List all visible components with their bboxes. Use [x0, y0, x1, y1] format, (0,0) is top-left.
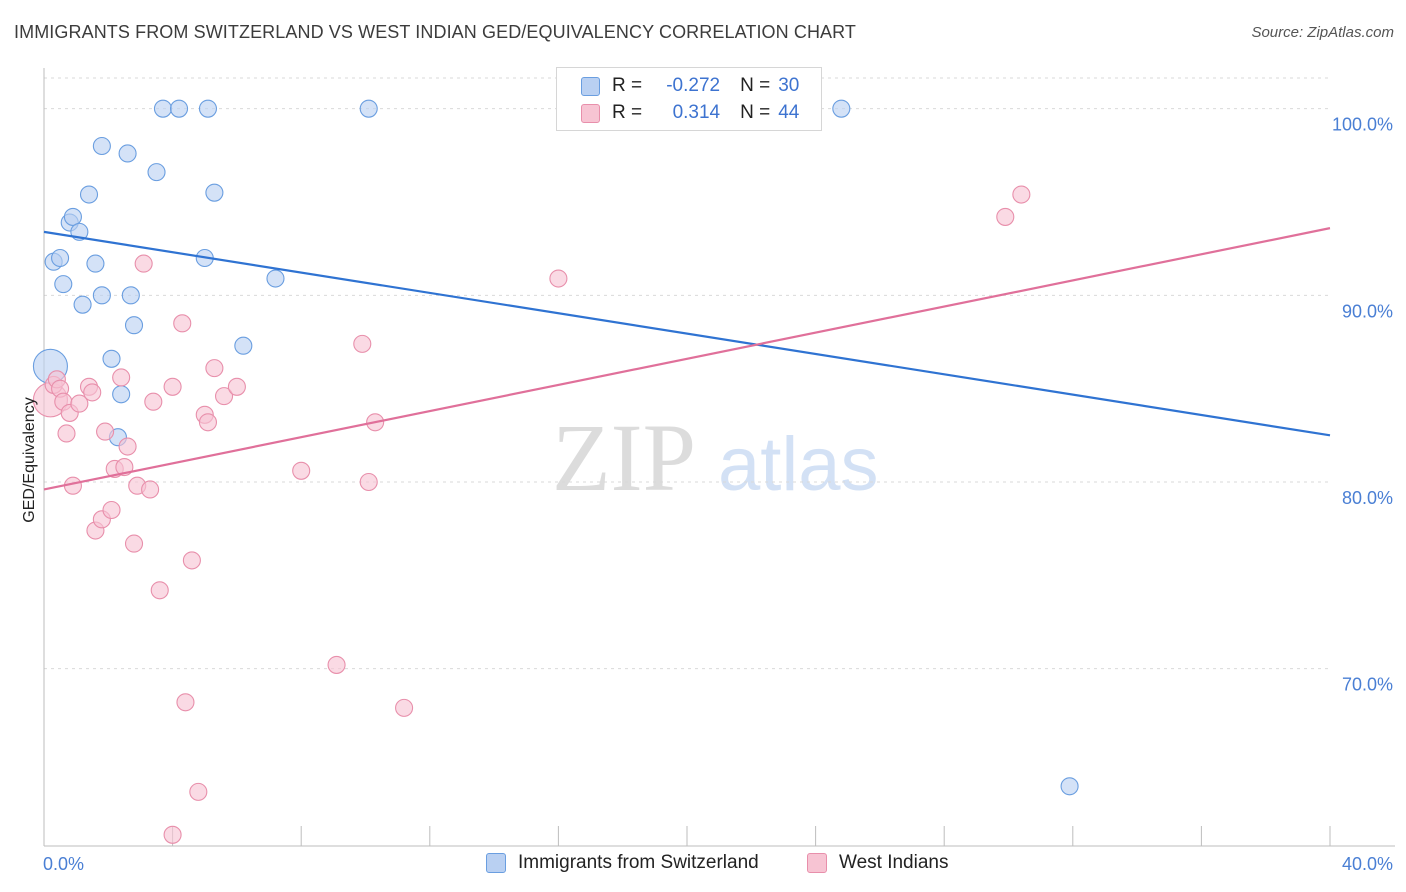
y-tick-label: 70.0% — [1342, 675, 1393, 695]
legend-n-label: N = — [740, 102, 771, 123]
legend-r-value: -0.272 — [666, 75, 721, 96]
point-switzerland — [169, 99, 189, 118]
point-west-indian — [163, 377, 182, 396]
legend-swatch-blue — [581, 76, 600, 96]
point-west-indian — [198, 413, 218, 432]
point-west-indian — [205, 359, 224, 378]
y-tick-label: 100.0% — [1332, 115, 1393, 135]
source-credit: Source: ZipAtlas.com — [1251, 24, 1394, 41]
point-switzerland — [359, 99, 378, 118]
point-west-indian — [112, 368, 131, 387]
series-swatch-pink — [807, 853, 827, 873]
point-west-indian — [102, 500, 121, 520]
point-west-indian — [292, 461, 311, 480]
legend-row-west-indians: R = 0.314 N = 44 — [581, 100, 799, 126]
series-legend: Immigrants from Switzerland West Indians — [0, 852, 1406, 878]
y-tick-label: 90.0% — [1342, 301, 1393, 321]
series-swatch-blue — [486, 853, 506, 873]
point-west-indian — [359, 472, 378, 492]
y-axis-title: GED/Equivalency — [21, 397, 38, 522]
trend-lines — [43, 227, 1331, 491]
legend-swatch-pink — [581, 103, 600, 123]
axes — [43, 68, 1395, 847]
point-west-indian — [182, 551, 201, 570]
point-west-indian — [141, 480, 160, 499]
y-tick-labels: 70.0% 80.0% 90.0% 100.0% — [1332, 115, 1393, 695]
point-west-indian — [996, 207, 1015, 226]
point-west-indian — [57, 424, 76, 443]
point-west-indian — [395, 698, 414, 717]
series-legend-west-indians: West Indians — [807, 852, 948, 874]
point-switzerland — [54, 275, 73, 294]
point-west-indian — [70, 394, 89, 413]
x-tick-label-max: 40.0% — [1342, 854, 1393, 874]
point-west-indian — [96, 422, 115, 441]
chart-title: IMMIGRANTS FROM SWITZERLAND VS WEST INDI… — [14, 22, 857, 42]
point-switzerland — [153, 99, 173, 118]
trend-line-west-indians — [43, 227, 1331, 491]
point-switzerland — [79, 185, 99, 204]
point-switzerland — [118, 144, 137, 163]
point-west-indian — [150, 581, 169, 600]
point-west-indian — [118, 437, 137, 456]
point-switzerland — [73, 295, 92, 314]
point-switzerland — [51, 248, 70, 268]
point-west-indian — [134, 254, 153, 273]
point-west-indian — [173, 314, 192, 333]
legend-n-value: 30 — [778, 75, 800, 96]
legend-n-value: 44 — [778, 102, 800, 123]
point-switzerland — [63, 207, 82, 226]
point-switzerland — [266, 269, 285, 288]
legend-r-value: 0.314 — [672, 102, 721, 123]
zipatlas-watermark: ZIP atlas — [552, 404, 879, 511]
trend-line-switzerland — [43, 230, 1331, 437]
point-switzerland — [234, 336, 253, 355]
point-west-indian — [214, 387, 234, 406]
point-switzerland — [205, 183, 224, 202]
point-west-indian — [1012, 185, 1031, 204]
y-tick-label: 80.0% — [1342, 488, 1393, 508]
series-label: West Indians — [839, 852, 949, 873]
point-west-indian — [549, 269, 568, 288]
point-west-indian — [176, 693, 195, 712]
point-switzerland — [102, 349, 121, 368]
point-switzerland — [147, 163, 166, 182]
point-switzerland — [198, 99, 218, 118]
point-west-indian — [124, 534, 144, 553]
x-tick-label-min: 0.0% — [43, 854, 84, 874]
point-switzerland — [92, 136, 111, 156]
watermark-zip: ZIP — [552, 404, 696, 511]
point-switzerland — [86, 254, 105, 273]
point-switzerland — [124, 316, 144, 335]
point-switzerland — [121, 286, 140, 305]
point-west-indian — [189, 782, 208, 801]
point-switzerland — [832, 99, 851, 118]
legend-r-label: R = — [612, 102, 643, 123]
watermark-atlas: atlas — [718, 422, 879, 507]
correlation-legend: R = -0.272 N = 30 R = 0.314 N = 44 — [556, 67, 822, 131]
point-switzerland — [92, 286, 111, 305]
point-switzerland — [1060, 777, 1079, 796]
point-west-indian — [144, 392, 163, 411]
point-west-indian — [83, 383, 102, 402]
series-legend-switzerland: Immigrants from Switzerland — [486, 852, 759, 874]
point-switzerland — [112, 385, 131, 404]
point-west-indian — [327, 655, 346, 674]
series-label: Immigrants from Switzerland — [518, 852, 759, 873]
legend-n-label: N = — [740, 75, 771, 96]
legend-r-label: R = — [612, 75, 643, 96]
point-west-indian — [353, 334, 372, 353]
data-points — [32, 99, 1079, 844]
legend-row-switzerland: R = -0.272 N = 30 — [581, 73, 799, 99]
point-west-indian — [163, 825, 182, 844]
point-west-indian — [227, 377, 246, 396]
gridlines — [44, 77, 1330, 670]
